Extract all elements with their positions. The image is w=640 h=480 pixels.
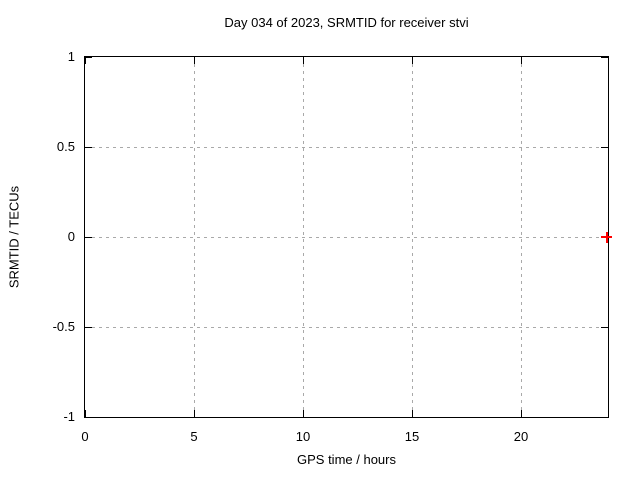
x-tick-mark-top <box>85 57 86 64</box>
x-tick-mark-bottom <box>303 410 304 417</box>
x-tick-label: 5 <box>190 429 198 444</box>
y-tick-mark-right <box>601 417 608 418</box>
x-tick-mark-top <box>303 57 304 64</box>
data-point-marker <box>605 231 608 243</box>
y-tick-label: 0 <box>67 229 75 244</box>
y-tick-mark-left <box>85 327 92 328</box>
x-tick-label: 15 <box>404 429 420 444</box>
y-tick-mark-left <box>85 237 92 238</box>
grid-line-horizontal <box>85 237 608 238</box>
y-tick-mark-left <box>85 417 92 418</box>
grid-line-horizontal <box>85 147 608 148</box>
x-tick-mark-bottom <box>412 410 413 417</box>
x-axis-label: GPS time / hours <box>297 452 396 467</box>
grid-line-horizontal <box>85 327 608 328</box>
x-tick-label: 0 <box>81 429 89 444</box>
x-tick-label: 20 <box>513 429 529 444</box>
x-tick-mark-bottom <box>85 410 86 417</box>
y-tick-label: -1 <box>63 409 75 424</box>
y-tick-mark-left <box>85 57 92 58</box>
x-tick-mark-top <box>521 57 522 64</box>
y-tick-mark-right <box>601 327 608 328</box>
y-tick-label: -0.5 <box>52 319 75 334</box>
x-tick-mark-top <box>412 57 413 64</box>
plot-area <box>84 56 609 418</box>
y-tick-mark-right <box>601 147 608 148</box>
y-tick-mark-right <box>601 57 608 58</box>
y-tick-label: 1 <box>67 49 75 64</box>
x-tick-mark-bottom <box>521 410 522 417</box>
chart-title: Day 034 of 2023, SRMTID for receiver stv… <box>224 15 469 30</box>
y-tick-mark-left <box>85 147 92 148</box>
y-tick-label: 0.5 <box>56 139 75 154</box>
x-tick-label: 10 <box>295 429 311 444</box>
x-tick-mark-top <box>194 57 195 64</box>
x-tick-mark-bottom <box>194 410 195 417</box>
